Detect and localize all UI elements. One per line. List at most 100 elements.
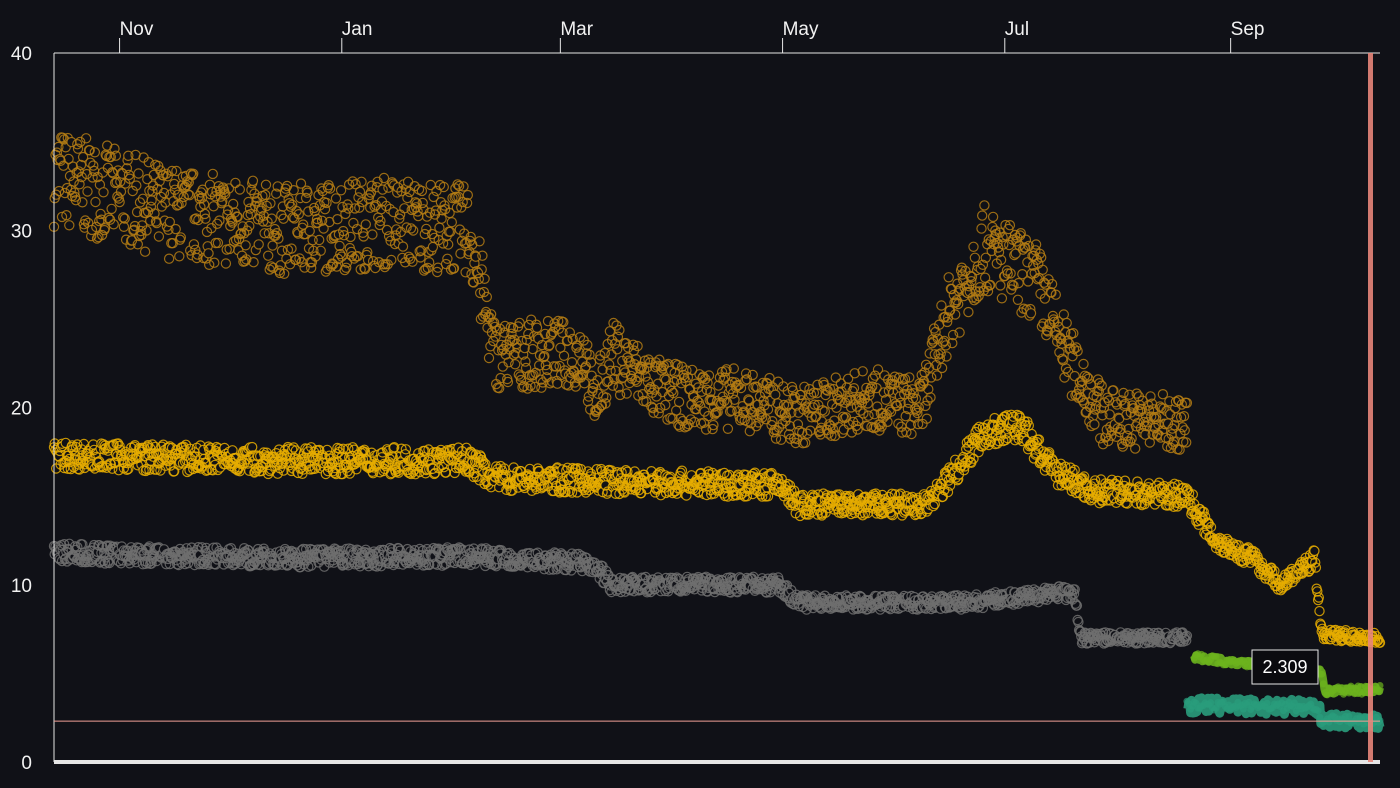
data-point: [448, 263, 460, 274]
data-point: [1097, 410, 1108, 421]
data-point: [260, 189, 271, 201]
data-point: [660, 374, 672, 386]
data-point: [855, 405, 866, 416]
data-point: [895, 397, 906, 409]
data-point: [473, 457, 484, 468]
data-point: [351, 464, 362, 475]
data-point: [660, 399, 671, 411]
data-point: [490, 331, 501, 342]
data-point: [209, 257, 220, 268]
data-point: [916, 369, 927, 381]
data-point: [171, 165, 182, 177]
data-point: [118, 221, 130, 232]
data-point: [479, 273, 490, 284]
data-point: [857, 366, 868, 377]
data-point: [187, 168, 199, 179]
data-point: [606, 335, 618, 346]
data-point: [101, 140, 113, 151]
data-point: [966, 276, 977, 287]
data-point: [1053, 321, 1064, 333]
data-point: [241, 254, 252, 265]
data-point: [1033, 434, 1045, 445]
data-point: [1069, 464, 1080, 476]
data-point: [494, 383, 505, 394]
data-point: [542, 315, 554, 327]
data-point: [995, 280, 1006, 291]
data-point: [965, 270, 976, 282]
data-point: [151, 464, 162, 475]
data-point: [165, 460, 176, 471]
data-point: [1132, 476, 1143, 487]
data-point: [802, 428, 813, 439]
data-point: [824, 383, 836, 394]
data-point: [354, 186, 366, 197]
data-point: [536, 382, 547, 393]
data-point: [356, 176, 367, 187]
data-point: [1180, 437, 1192, 448]
data-point: [319, 203, 331, 215]
data-point: [240, 240, 251, 251]
data-point: [1032, 274, 1043, 285]
data-point: [681, 365, 692, 376]
data-point: [865, 383, 876, 394]
data-point: [519, 342, 530, 354]
data-point: [336, 251, 347, 262]
data-point: [861, 382, 872, 394]
data-point: [1012, 294, 1024, 305]
data-point: [621, 388, 632, 399]
data-point: [557, 327, 568, 338]
data-point: [164, 216, 175, 228]
data-point: [383, 231, 395, 242]
data-point: [82, 186, 93, 197]
data-point: [331, 448, 342, 460]
data-point: [786, 407, 797, 418]
data-point: [77, 197, 88, 208]
data-point: [1171, 412, 1182, 423]
data-point: [468, 277, 479, 288]
data-point: [281, 180, 293, 192]
data-point: [270, 230, 281, 241]
data-point: [72, 138, 83, 150]
data-point: [202, 464, 213, 476]
data-point: [75, 159, 87, 171]
data-point: [943, 272, 954, 283]
data-point: [910, 494, 922, 505]
data-point: [912, 418, 924, 430]
data-point: [685, 414, 697, 425]
data-point: [683, 419, 694, 430]
data-point: [1078, 358, 1089, 370]
data-point: [115, 186, 127, 197]
data-point: [328, 456, 339, 467]
data-point: [963, 441, 974, 452]
data-point: [212, 237, 224, 249]
data-point: [1116, 395, 1127, 406]
data-point: [653, 408, 664, 419]
data-point: [867, 373, 879, 384]
data-point: [793, 407, 804, 418]
data-point: [977, 210, 988, 221]
data-point: [223, 183, 235, 194]
data-point: [90, 196, 101, 208]
data-point: [458, 181, 469, 192]
data-point: [340, 208, 351, 220]
data-point: [465, 446, 476, 457]
plot-area[interactable]: [48, 132, 1386, 733]
data-point: [910, 509, 921, 521]
data-point: [985, 235, 997, 247]
data-point: [1040, 279, 1051, 290]
data-point: [408, 225, 419, 236]
data-point: [304, 225, 315, 237]
data-point: [1094, 378, 1105, 389]
data-point: [293, 208, 304, 220]
data-point: [1091, 391, 1102, 403]
data-point: [891, 400, 903, 412]
data-point: [1179, 425, 1190, 436]
data-point: [998, 239, 1009, 250]
data-point: [235, 228, 247, 239]
data-point: [895, 488, 906, 499]
data-point: [345, 231, 356, 243]
data-point: [108, 219, 119, 230]
data-point: [582, 396, 594, 407]
data-point: [632, 340, 643, 352]
data-point: [623, 355, 635, 366]
